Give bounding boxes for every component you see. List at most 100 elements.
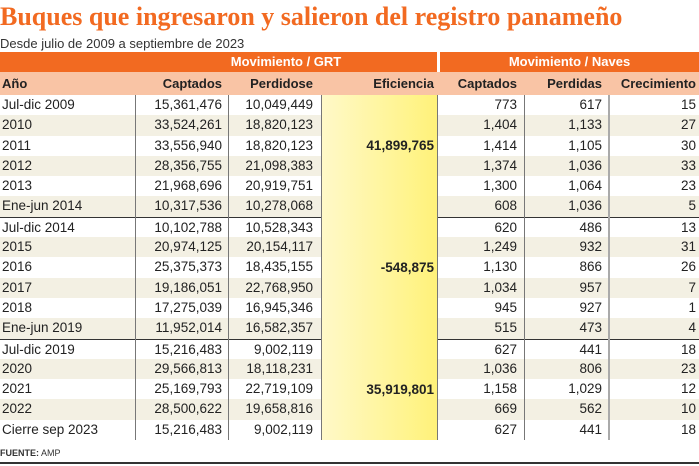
naves-perdidas-cell: 957 (579, 279, 602, 295)
year-cell: 2013 (2, 178, 33, 194)
column-header-row (0, 72, 699, 95)
year-cell: Ene-jun 2019 (2, 320, 83, 336)
source-value: AMP (41, 448, 61, 458)
naves-captados-cell: 627 (494, 341, 517, 357)
crecimiento-cell: 23 (680, 178, 696, 194)
crecimiento-cell: 13 (680, 219, 696, 235)
year-cell: Jul-dic 2009 (2, 97, 75, 112)
naves-perdidas-cell: 562 (579, 401, 602, 417)
divider (524, 95, 525, 440)
naves-captados-cell: 620 (494, 219, 517, 235)
grt-perdidos-cell: 22,719,109 (245, 381, 313, 397)
crecimiento-cell: 27 (680, 117, 696, 133)
crecimiento-cell: 26 (680, 259, 696, 275)
bottom-rule (0, 462, 699, 464)
grt-perdidos-cell: 22,768,950 (245, 279, 313, 295)
grt-perdidos-cell: 10,528,343 (245, 219, 313, 235)
naves-captados-cell: 1,414 (483, 137, 517, 153)
table-row: 2011 33,556,940 18,820,123 1,414 1,105 30 (0, 136, 699, 156)
grt-captados-cell: 28,500,622 (154, 401, 222, 417)
naves-captados-cell: 1,036 (483, 360, 517, 376)
naves-captados-cell: 627 (494, 421, 517, 437)
table-row: Cierre sep 2023 15,216,483 9,002,119 627 441… (0, 420, 699, 440)
naves-perdidas-cell: 617 (579, 97, 602, 112)
year-cell: 2022 (2, 401, 33, 417)
eficiencia-value: -548,875 (380, 260, 434, 275)
naves-captados-cell: 773 (494, 97, 517, 112)
naves-perdidas-cell: 806 (579, 360, 602, 376)
grt-perdidos-cell: 20,919,751 (245, 178, 313, 194)
group-grt: Movimiento / GRT (230, 54, 342, 69)
naves-captados-cell: 1,158 (483, 381, 517, 397)
grt-captados-cell: 21,968,696 (154, 178, 222, 194)
source-label: FUENTE: (0, 448, 39, 458)
naves-perdidas-cell: 1,036 (568, 157, 602, 173)
grt-captados-cell: 19,186,051 (154, 279, 222, 295)
crecimiento-cell: 18 (680, 421, 696, 437)
year-cell: Ene-jun 2014 (2, 198, 83, 214)
grt-captados-cell: 15,216,483 (154, 341, 222, 357)
grt-captados-cell: 11,952,014 (155, 320, 222, 336)
divider (135, 95, 136, 440)
crecimiento-cell: 23 (680, 360, 696, 376)
col-naves-perdidas: Perdidas (547, 76, 602, 91)
year-cell: Cierre sep 2023 (2, 421, 99, 437)
naves-perdidas-cell: 927 (579, 299, 602, 315)
crecimiento-cell: 31 (680, 239, 696, 255)
crecimiento-cell: 5 (688, 198, 696, 214)
group-divider (437, 52, 440, 72)
table-row: 2013 21,968,696 20,919,751 1,300 1,064 23 (0, 176, 699, 196)
divider (437, 95, 438, 440)
naves-captados-cell: 1,130 (483, 259, 517, 275)
naves-captados-cell: 515 (494, 320, 517, 336)
grt-captados-cell: 28,356,755 (154, 157, 222, 173)
grt-perdidos-cell: 9,002,119 (253, 421, 313, 437)
year-cell: Jul-dic 2014 (2, 219, 75, 235)
naves-perdidas-cell: 1,133 (568, 117, 602, 133)
crecimiento-cell: 12 (680, 381, 696, 397)
subtitle: Desde julio de 2009 a septiembre de 2023 (0, 36, 245, 51)
grt-perdidos-cell: 16,582,357 (245, 320, 313, 336)
grt-perdidos-cell: 9,002,119 (253, 341, 313, 357)
grt-perdidos-cell: 18,820,123 (245, 137, 313, 153)
page-title: Buques que ingresaron y salieron del reg… (0, 2, 623, 31)
table-row: 2021 25,169,793 22,719,109 1,158 1,029 12 (0, 379, 699, 399)
grt-captados-cell: 29,566,813 (154, 360, 222, 376)
naves-captados-cell: 1,249 (483, 239, 517, 255)
year-cell: 2020 (2, 360, 33, 376)
year-cell: 2016 (2, 259, 33, 275)
col-crecimiento: Crecimiento (620, 76, 696, 91)
group-naves: Movimiento / Naves (508, 54, 631, 69)
col-grt-perdidos: Perdidose (250, 76, 313, 91)
year-cell: 2017 (2, 279, 33, 295)
grt-captados-cell: 20,974,125 (154, 239, 222, 255)
crecimiento-cell: 33 (680, 157, 696, 173)
grt-perdidos-cell: 19,658,816 (245, 401, 313, 417)
col-eficiencia: Eficiencia (373, 76, 434, 91)
divider (608, 95, 610, 440)
naves-perdidas-cell: 932 (579, 239, 602, 255)
grt-perdidos-cell: 18,118,231 (246, 360, 313, 376)
year-cell: 2011 (2, 137, 32, 153)
table-row: Jul-dic 2014 10,102,788 10,528,343 620 486 13 (0, 216, 699, 237)
grt-captados-cell: 17,275,039 (154, 299, 222, 315)
crecimiento-cell: 10 (680, 401, 696, 417)
grt-captados-cell: 10,317,536 (154, 198, 222, 214)
naves-perdidas-cell: 441 (579, 421, 602, 437)
eficiencia-value: 41,899,765 (366, 138, 434, 153)
naves-perdidas-cell: 486 (579, 219, 602, 235)
crecimiento-cell: 30 (680, 137, 696, 153)
group-header-band (0, 52, 699, 72)
grt-perdidos-cell: 18,820,123 (245, 117, 313, 133)
grt-captados-cell: 33,556,940 (154, 137, 222, 153)
naves-captados-cell: 1,034 (483, 279, 517, 295)
crecimiento-cell: 4 (688, 320, 696, 336)
grt-captados-cell: 25,375,373 (154, 259, 222, 275)
naves-captados-cell: 1,300 (483, 178, 517, 194)
grt-captados-cell: 25,169,793 (154, 381, 222, 397)
crecimiento-cell: 7 (688, 279, 696, 295)
grt-captados-cell: 15,216,483 (154, 421, 222, 437)
grt-perdidos-cell: 10,049,449 (245, 97, 313, 112)
crecimiento-cell: 1 (688, 299, 696, 315)
naves-perdidas-cell: 441 (579, 341, 602, 357)
